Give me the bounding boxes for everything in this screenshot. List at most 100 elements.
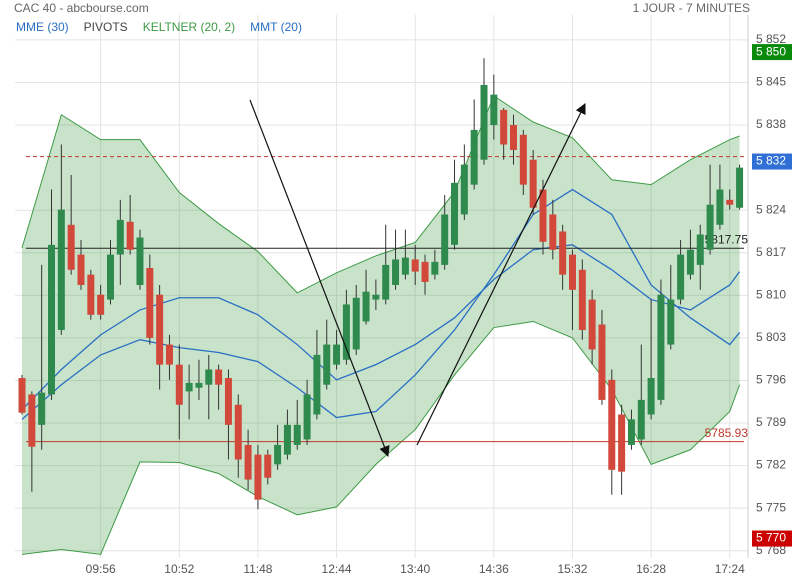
candle-body xyxy=(195,382,203,388)
x-tick-label: 12:44 xyxy=(322,562,352,576)
candle-body xyxy=(57,209,65,330)
candle-body xyxy=(480,84,488,160)
candle-body xyxy=(706,204,714,250)
candle-body xyxy=(106,254,114,300)
candle-body xyxy=(470,129,478,185)
candle-body xyxy=(352,297,360,350)
period-label: 1 JOUR - 7 MINUTES xyxy=(633,1,750,15)
indicator-line xyxy=(21,188,741,420)
candle-body xyxy=(696,234,704,265)
y-tick-label: 5 782 xyxy=(756,458,786,472)
legend-entry: MME (30) xyxy=(16,20,69,34)
candle-body xyxy=(509,125,517,150)
candle-body xyxy=(588,299,596,350)
candle-body xyxy=(264,454,272,478)
candle-body xyxy=(97,294,105,315)
candle-body xyxy=(726,199,734,205)
x-tick-label: 09:56 xyxy=(86,562,116,576)
price-tag xyxy=(752,153,792,170)
candle-body xyxy=(627,419,635,445)
candle-body xyxy=(736,167,744,208)
candle-body xyxy=(568,254,576,290)
candle-body xyxy=(441,214,449,265)
candle-body xyxy=(578,269,586,330)
candle-body xyxy=(342,304,350,360)
candle-body xyxy=(116,219,124,255)
candle-body xyxy=(254,454,262,500)
candle-body xyxy=(215,369,223,385)
candle-body xyxy=(362,291,370,322)
candle-body xyxy=(175,364,183,405)
candle-body xyxy=(67,224,75,270)
candle-body xyxy=(156,294,164,365)
legend: MME (30) PIVOTS KELTNER (20, 2) MMT (20) xyxy=(16,20,302,34)
candle-body xyxy=(421,261,429,282)
candle-body xyxy=(244,444,252,480)
y-tick-label: 5 796 xyxy=(756,373,786,387)
candle-body xyxy=(608,379,616,470)
candle-body xyxy=(460,164,468,215)
band-lower xyxy=(21,320,741,555)
candle-body xyxy=(28,394,36,447)
chart-title: CAC 40 - abcbourse.com xyxy=(14,1,149,15)
candle-body xyxy=(559,231,567,275)
candle-body xyxy=(451,182,459,245)
price-tag-label: 5 770 xyxy=(756,531,786,545)
pivot-label: 5817.75 xyxy=(705,232,749,246)
y-tick-label: 5 845 xyxy=(756,75,786,89)
candle-body xyxy=(716,189,724,225)
candle-body xyxy=(500,109,508,145)
x-tick-label: 13:40 xyxy=(400,562,430,576)
candle-body xyxy=(657,294,665,400)
price-tag xyxy=(752,530,792,547)
legend-entry: PIVOTS xyxy=(84,20,128,34)
candle-body xyxy=(677,254,685,300)
candle-body xyxy=(490,94,498,126)
candle-body xyxy=(647,378,655,415)
y-tick-label: 5 789 xyxy=(756,415,786,429)
candle-body xyxy=(333,344,341,365)
price-tag-label: 5 832 xyxy=(756,154,786,168)
x-tick-label: 10:52 xyxy=(164,562,194,576)
y-tick-label: 5 803 xyxy=(756,330,786,344)
candle-body xyxy=(146,267,154,338)
price-tag xyxy=(752,44,792,61)
x-tick-label: 14:36 xyxy=(479,562,509,576)
x-tick-label: 16:28 xyxy=(636,562,666,576)
candle-body xyxy=(323,344,331,385)
candle-body xyxy=(87,274,95,315)
y-tick-label: 5 817 xyxy=(756,245,786,259)
candle-body xyxy=(519,134,527,185)
pivot-label: 5785.93 xyxy=(705,426,749,440)
candle-body xyxy=(283,424,291,455)
x-tick-label: 17:24 xyxy=(715,562,745,576)
x-tick-label: 15:32 xyxy=(557,562,587,576)
candle-body xyxy=(77,254,85,285)
candle-body xyxy=(224,378,232,425)
candle-body xyxy=(165,344,173,365)
keltner-band xyxy=(21,95,741,555)
candle-body xyxy=(313,354,321,415)
candle-body xyxy=(274,444,282,465)
legend-entry: MMT (20) xyxy=(250,20,302,34)
y-tick-label: 5 810 xyxy=(756,287,786,301)
candle-body xyxy=(637,399,645,440)
candle-body xyxy=(539,189,547,242)
candle-body xyxy=(549,214,557,250)
candle-body xyxy=(48,244,56,395)
candle-body xyxy=(372,294,380,300)
candle-body xyxy=(293,424,301,445)
drawn-arrow xyxy=(416,103,586,446)
legend-entry: KELTNER (20, 2) xyxy=(143,20,235,34)
x-tick-label: 11:48 xyxy=(243,562,272,576)
candle-body xyxy=(38,392,46,425)
pivot-lines: 5817.75 5785.93 xyxy=(26,156,749,443)
candle-body xyxy=(401,257,409,275)
candles xyxy=(18,58,744,510)
candle-body xyxy=(529,159,537,208)
y-tick-label: 5 775 xyxy=(756,500,786,514)
candle-body xyxy=(303,394,311,440)
